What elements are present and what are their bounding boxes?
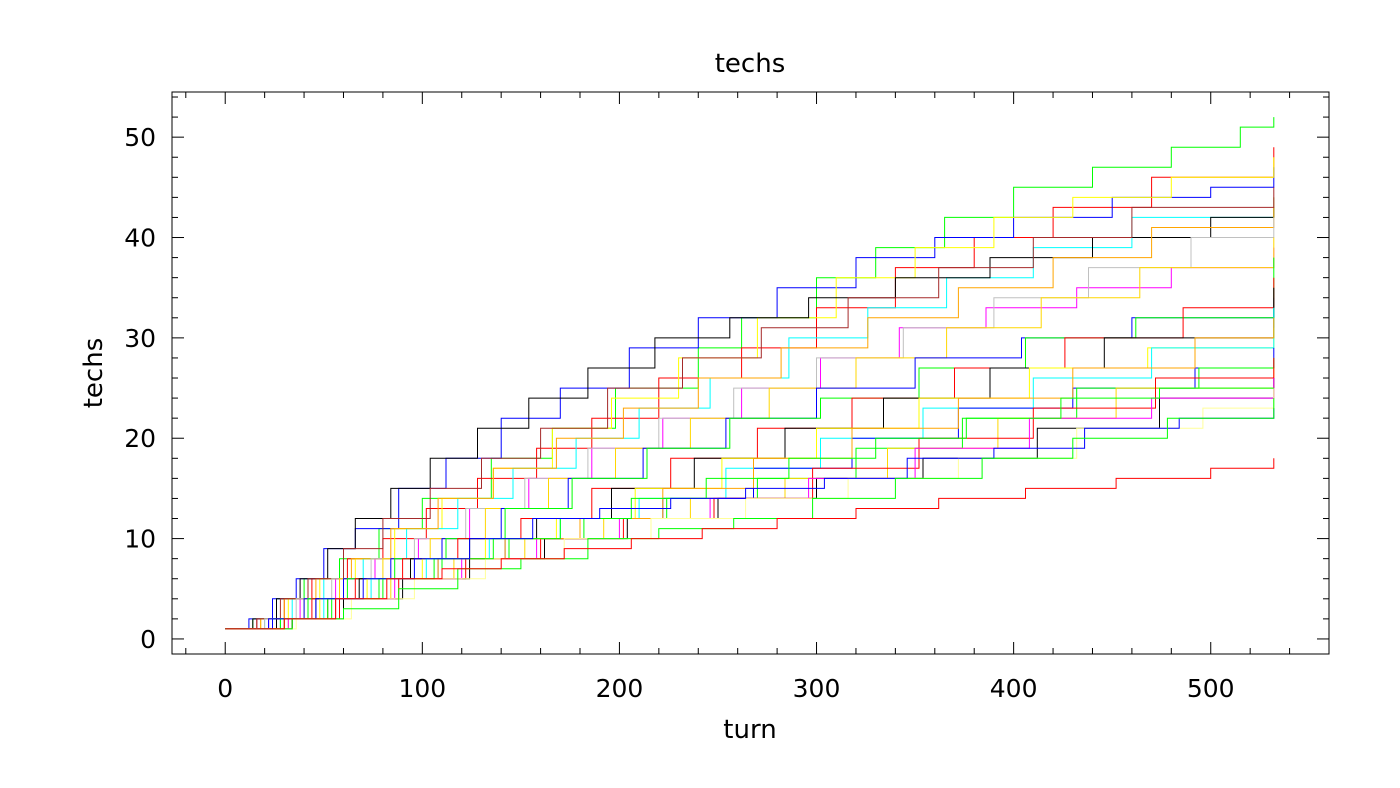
series-lines — [225, 117, 1275, 630]
series-line-28 — [225, 398, 1275, 630]
series-line-8 — [225, 197, 1275, 630]
y-tick-label: 40 — [124, 224, 156, 253]
x-tick-label: 300 — [793, 674, 841, 703]
y-tick-label: 0 — [140, 625, 156, 654]
y-tick-label: 10 — [124, 525, 156, 554]
y-tick-label: 30 — [124, 324, 156, 353]
y-axis-ticks: 0 10 20 30 40 50 — [124, 96, 1329, 654]
y-tick-label: 50 — [124, 123, 156, 152]
x-tick-label: 500 — [1187, 674, 1235, 703]
y-axis-label: techs — [79, 338, 109, 409]
x-tick-label: 200 — [596, 674, 644, 703]
series-line-9 — [225, 187, 1275, 630]
x-axis-label: turn — [723, 715, 776, 745]
x-tick-label: 100 — [398, 674, 446, 703]
x-axis-ticks: 0 100 200 300 400 500 — [185, 92, 1291, 703]
series-line-11 — [225, 237, 1275, 630]
x-tick-label: 400 — [990, 674, 1038, 703]
series-line-7 — [225, 207, 1275, 630]
plot-frame — [171, 91, 1330, 655]
chart-title: techs — [715, 49, 786, 79]
x-tick-label: 0 — [217, 674, 233, 703]
y-tick-label: 20 — [124, 424, 156, 453]
series-line-29 — [225, 458, 1275, 630]
series-line-4 — [225, 157, 1275, 630]
